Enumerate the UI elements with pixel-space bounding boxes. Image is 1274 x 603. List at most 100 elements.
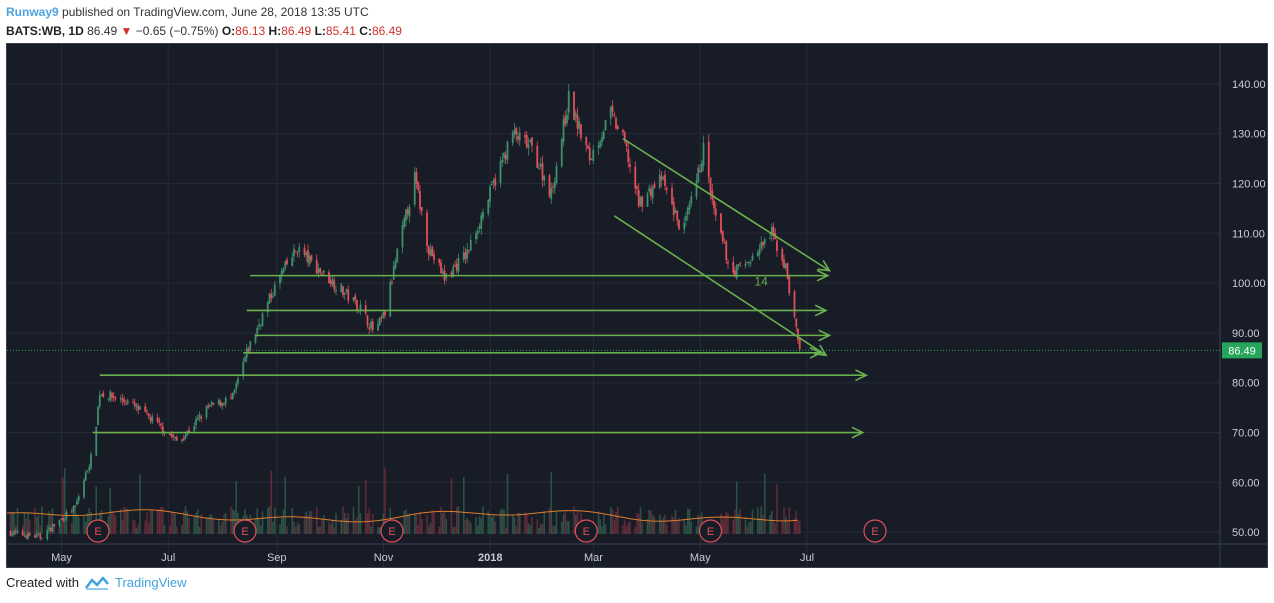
candle-body [573,91,575,121]
volume-bar [158,509,161,534]
candle-body [209,404,211,407]
volume-bar [119,509,122,534]
candle-body [188,429,190,433]
candle-body [53,524,56,526]
volume-bar [732,519,735,534]
volume-bar [175,526,178,534]
candle-body [462,252,465,261]
candle-body [86,471,89,473]
candle-body [77,496,80,501]
candle-body [429,249,432,256]
volume-bar [489,514,491,534]
volume-bar [53,527,56,534]
candle-body [249,341,252,351]
chart-panel[interactable]: 140.00 130.00 120.00 110.00 100.00 90.00 80.00… [6,43,1268,568]
volume-bar [86,513,89,534]
x-axis-tick-label: Nov [374,552,394,564]
volume-bar [107,515,110,534]
earnings-marker[interactable] [233,519,257,543]
candle-body [97,406,99,426]
earnings-marker[interactable] [698,519,723,543]
candle-body [560,139,563,167]
volume-bar [135,527,138,534]
candle-body [254,334,257,343]
candle-body [784,263,787,269]
close-label: C: [359,24,372,38]
volume-bar [433,513,435,534]
candle-body [132,401,134,403]
volume-bar [417,524,420,534]
candle-body [555,165,558,184]
volume-bar [282,509,285,534]
open-label: O: [221,24,236,38]
volume-bar [762,515,764,534]
volume-bar [688,509,691,534]
candle-body [597,145,600,148]
volume-bar [413,512,416,534]
x-axis-tick-label: 2018 [478,552,502,564]
candle-body [237,378,239,384]
author-link[interactable]: Runway9 [6,5,59,19]
candle-body [62,518,64,521]
earnings-marker[interactable] [380,519,404,543]
candle-body [552,186,554,188]
volume-bar [181,525,183,534]
candle-body [550,187,553,200]
candle-body [28,533,31,536]
candle-body [769,238,771,240]
volume-bar [699,515,701,534]
candle-body [567,91,570,113]
price-chart[interactable]: 140.00 130.00 120.00 110.00 100.00 90.00 80.00… [7,44,1267,567]
volume-bar [123,506,126,534]
candle-body [354,295,357,301]
volume-bar [200,514,203,534]
earnings-marker[interactable] [863,519,887,543]
candle-body [776,240,778,252]
volume-bar [562,514,565,534]
candle-body [721,231,724,242]
candle-body [490,183,493,185]
candle-body [133,402,136,406]
volume-bar [737,513,740,534]
volume-bar [9,511,12,534]
earnings-marker[interactable] [574,519,598,543]
candle-body [149,417,152,421]
earnings-marker-label: E [388,526,395,538]
volume-bar [517,512,519,534]
tradingview-link[interactable]: TradingView [84,575,187,590]
volume-bar [622,524,624,534]
candle-body [417,182,420,191]
candle-body [763,239,766,244]
volume-bar [88,507,91,534]
candle-body [72,506,75,512]
volume-bar [462,477,465,534]
candle-body [650,188,652,197]
volume-bar [469,522,472,534]
candle-body [524,135,526,138]
channel-line [622,137,830,272]
volume-bar [198,527,201,534]
volume-bar [650,510,652,534]
candle-body [725,241,728,261]
earnings-marker[interactable] [86,519,110,543]
volume-bar [641,521,644,534]
candle-body [707,141,710,178]
volume-bar [11,512,14,534]
volume-bar [266,507,269,534]
candle-body [9,531,12,536]
volume-bar [615,511,617,534]
x-axis-tick-label: Sep [267,552,287,564]
candle-body [450,272,453,275]
symbol-label: BATS:WB, 1D [6,24,84,38]
candle-body [14,531,17,533]
volume-bar [139,474,141,534]
volume-bar [39,525,42,534]
volume-bar [364,479,367,534]
earnings-marker-label: E [241,526,248,538]
channel-line [613,215,827,356]
volume-bar [793,518,796,534]
candle-body [380,316,383,318]
volume-bar [529,525,532,534]
volume-bar [219,525,222,534]
volume-bar [751,509,754,534]
